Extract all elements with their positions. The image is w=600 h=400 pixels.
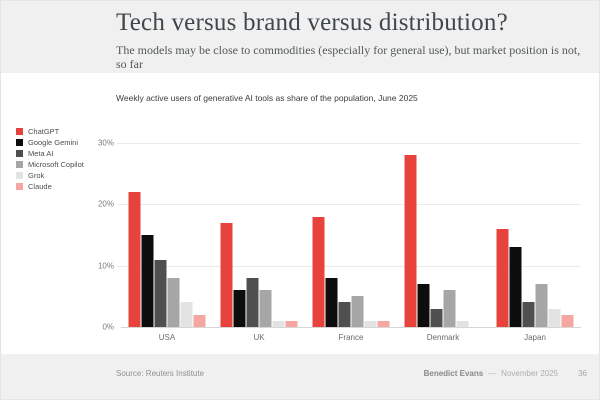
legend-item-microsoft-copilot: Microsoft Copilot <box>16 161 84 168</box>
slide-title: Tech versus brand versus distribution? <box>116 9 508 36</box>
bar-microsoft-copilot <box>535 284 548 327</box>
y-tick-label: 30% <box>97 138 114 148</box>
legend-item-claude: Claude <box>16 183 84 190</box>
bar-meta-ai <box>154 260 167 327</box>
legend-item-grok: Grok <box>16 172 84 179</box>
bar-microsoft-copilot <box>443 290 456 327</box>
legend-label: ChatGPT <box>28 127 60 136</box>
bar-google-gemini <box>325 278 338 327</box>
chart-legend: ChatGPT Google Gemini Meta AI Microsoft Cop… <box>16 128 84 194</box>
footer-date: November 2025 <box>501 369 559 378</box>
gridline-20 <box>117 204 581 206</box>
x-axis-label: UK <box>253 333 265 342</box>
bar-google-gemini <box>509 247 522 327</box>
legend-label: Microsoft Copilot <box>28 160 84 169</box>
bar-meta-ai <box>246 278 259 327</box>
legend-label: Meta AI <box>28 149 54 158</box>
bar-grok <box>180 302 193 327</box>
bar-chart: 0% 10% 20% 30% USA UK France Denmark Japan <box>98 139 581 342</box>
bar-claude <box>561 315 574 327</box>
x-axis-label: Japan <box>524 333 546 342</box>
bar-group-japan: Japan <box>489 143 581 342</box>
bars <box>220 143 298 327</box>
page-number: 36 <box>578 369 587 378</box>
bar-grok <box>272 321 285 327</box>
legend-label: Google Gemini <box>28 138 79 147</box>
legend-swatch-icon <box>16 183 23 190</box>
bar-google-gemini <box>141 235 154 327</box>
legend-swatch-icon <box>16 161 23 168</box>
bar-groups: USA UK France Denmark Japan <box>121 143 581 342</box>
legend-swatch-icon <box>16 172 23 179</box>
bar-group-denmark: Denmark <box>397 143 489 342</box>
bar-google-gemini <box>233 290 246 327</box>
bar-chatgpt <box>496 229 509 327</box>
bar-claude <box>193 315 206 327</box>
bar-meta-ai <box>430 309 443 327</box>
bar-group-usa: USA <box>121 143 213 342</box>
legend-item-chatgpt: ChatGPT <box>16 128 84 135</box>
legend-item-meta-ai: Meta AI <box>16 150 84 157</box>
footer-separator: — <box>488 369 497 378</box>
bar-grok <box>456 321 469 327</box>
footer-credit: Benedict Evans — November 2025 36 <box>424 369 587 378</box>
source-note: Source: Reuters Institute <box>116 369 205 378</box>
bar-claude <box>285 321 298 327</box>
slide-footer: Source: Reuters Institute Benedict Evans… <box>1 354 599 399</box>
bar-grok <box>364 321 377 327</box>
gridline-30 <box>117 143 581 144</box>
bar-meta-ai <box>522 302 535 327</box>
bar-chatgpt <box>312 217 325 327</box>
x-axis-label: Denmark <box>426 333 460 342</box>
legend-swatch-icon <box>16 139 23 146</box>
legend-item-google-gemini: Google Gemini <box>16 139 84 146</box>
bar-google-gemini <box>417 284 430 327</box>
bar-microsoft-copilot <box>351 296 364 327</box>
x-axis-label: USA <box>158 333 176 342</box>
y-tick-label: 10% <box>97 261 114 271</box>
y-tick-label: 20% <box>97 199 114 209</box>
gridline-10 <box>117 265 581 267</box>
bar-microsoft-copilot <box>167 278 180 327</box>
bar-meta-ai <box>338 302 351 327</box>
legend-label: Grok <box>28 171 45 180</box>
bar-claude <box>377 321 390 327</box>
bar-grok <box>548 309 561 327</box>
bar-group-france: France <box>305 143 397 342</box>
bars <box>496 143 574 327</box>
bar-chatgpt <box>128 192 141 327</box>
legend-swatch-icon <box>16 128 23 135</box>
footer-author: Benedict Evans <box>423 369 484 378</box>
bar-chatgpt <box>404 155 417 327</box>
y-tick-label: 0% <box>102 322 114 332</box>
bars <box>128 143 206 327</box>
slide-header: Tech versus brand versus distribution? T… <box>1 1 599 73</box>
bar-chatgpt <box>220 223 233 327</box>
slide-subtitle: The models may be close to commodities (… <box>116 43 581 71</box>
bar-group-uk: UK <box>213 143 305 342</box>
bars <box>312 143 390 327</box>
legend-label: Claude <box>28 182 52 191</box>
x-axis-label: France <box>338 333 364 342</box>
bar-microsoft-copilot <box>259 290 272 327</box>
chart-title: Weekly active users of generative AI too… <box>116 93 418 103</box>
bars <box>404 143 482 327</box>
legend-swatch-icon <box>16 150 23 157</box>
